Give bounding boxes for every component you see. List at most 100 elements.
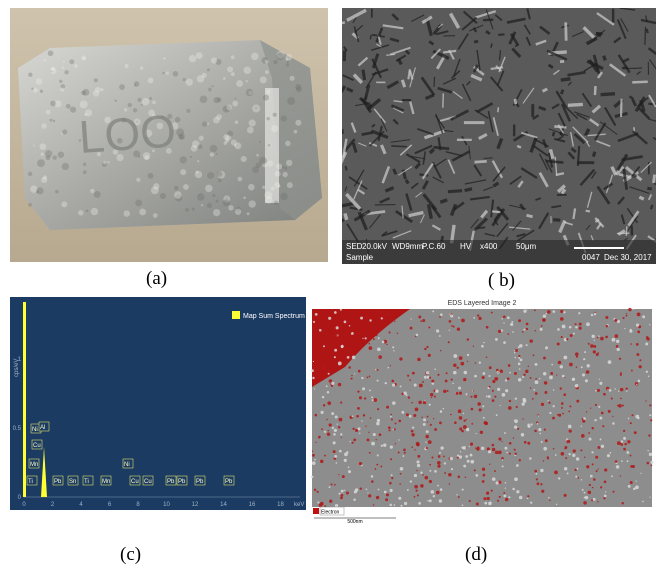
texture [429, 499, 432, 502]
texture [323, 404, 325, 406]
texture [440, 410, 443, 413]
texture [338, 474, 339, 475]
texture [632, 465, 635, 468]
texture [389, 504, 392, 507]
texture [544, 391, 547, 394]
texture [530, 423, 532, 425]
texture [450, 314, 453, 317]
texture [568, 425, 572, 429]
texture [507, 377, 510, 380]
texture [552, 417, 555, 420]
texture [517, 428, 519, 430]
texture [502, 459, 503, 460]
texture [348, 366, 351, 369]
texture [543, 314, 546, 317]
texture [467, 460, 470, 463]
texture [377, 419, 380, 422]
texture [498, 371, 499, 372]
texture [53, 120, 55, 122]
map-legend: Electron [321, 510, 340, 516]
texture [514, 420, 515, 421]
texture [570, 334, 573, 337]
texture [323, 345, 325, 347]
texture [635, 415, 639, 419]
texture [541, 490, 544, 493]
texture [569, 453, 571, 455]
texture [419, 384, 423, 388]
texture [394, 428, 396, 430]
texture [537, 482, 540, 485]
texture [578, 312, 580, 314]
texture [478, 227, 486, 228]
texture [611, 475, 613, 477]
texture [173, 71, 178, 76]
texture [351, 375, 352, 376]
texture [474, 161, 486, 162]
texture [494, 396, 496, 398]
texture [501, 318, 502, 319]
texture [83, 163, 86, 166]
texture [466, 428, 469, 431]
texture [369, 452, 371, 454]
texture [416, 443, 419, 446]
texture [367, 438, 370, 441]
texture [369, 375, 371, 377]
texture [594, 312, 595, 313]
texture [576, 400, 579, 403]
texture [582, 420, 585, 423]
texture [367, 377, 369, 379]
texture [337, 423, 338, 424]
texture [390, 446, 393, 449]
texture [440, 313, 443, 316]
texture [371, 475, 374, 478]
texture [427, 421, 428, 422]
texture [427, 500, 428, 501]
texture [564, 377, 565, 378]
texture [614, 319, 617, 322]
texture [543, 447, 547, 451]
texture [315, 442, 316, 443]
texture [575, 323, 577, 325]
texture [458, 317, 460, 319]
texture [614, 388, 615, 389]
texture [459, 356, 463, 360]
texture [372, 399, 374, 401]
texture [597, 446, 600, 449]
texture [391, 380, 394, 383]
texture [445, 380, 448, 383]
texture [515, 99, 516, 104]
texture [391, 477, 393, 479]
texture [380, 466, 382, 468]
texture [316, 347, 318, 349]
texture [620, 372, 622, 374]
texture [407, 375, 409, 377]
texture [274, 182, 280, 188]
texture [514, 357, 516, 359]
texture [603, 497, 605, 499]
texture [362, 387, 365, 390]
texture [190, 156, 192, 158]
map-title: EDS Layered Image 2 [448, 300, 517, 307]
texture [514, 425, 517, 428]
texture [355, 312, 358, 315]
texture [216, 114, 222, 120]
texture [526, 323, 529, 326]
texture [390, 414, 392, 416]
texture [234, 97, 236, 99]
texture [463, 425, 467, 429]
texture [86, 210, 89, 213]
texture [550, 372, 553, 375]
texture [508, 496, 510, 498]
texture [619, 358, 621, 360]
texture [539, 433, 541, 435]
texture [647, 462, 650, 465]
texture [509, 372, 511, 374]
texture [338, 362, 342, 366]
texture [386, 493, 389, 496]
texture [388, 367, 390, 369]
texture [568, 411, 570, 413]
texture [566, 338, 568, 340]
texture [561, 407, 563, 409]
texture [645, 342, 648, 345]
texture [584, 351, 586, 353]
